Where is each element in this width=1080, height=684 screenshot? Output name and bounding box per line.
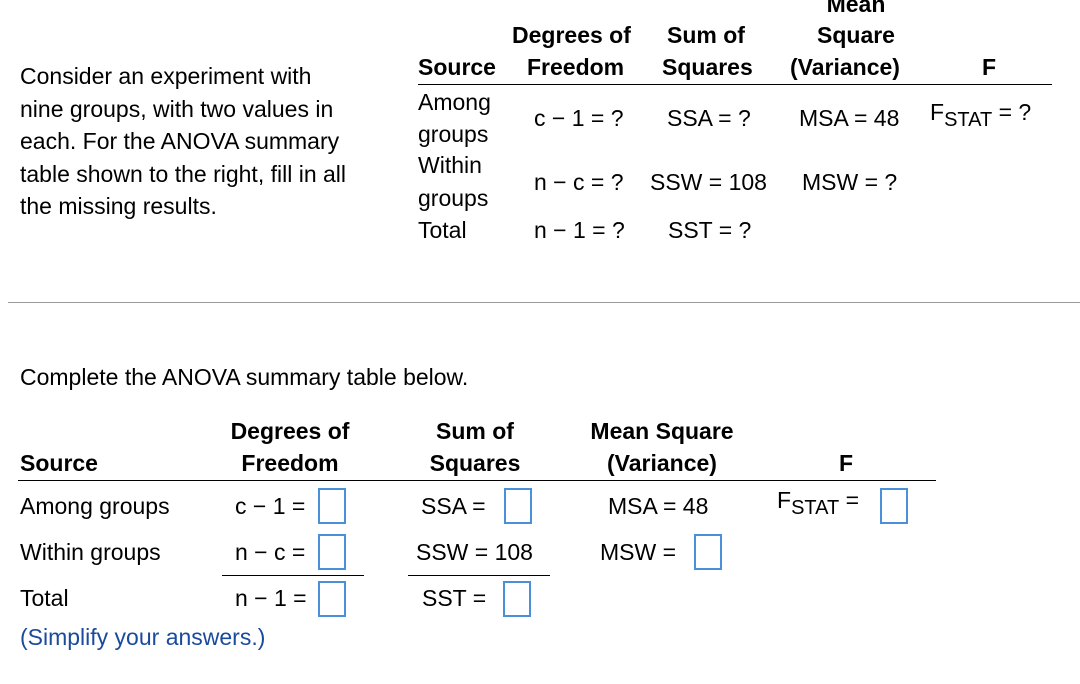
section-divider: [8, 302, 1080, 303]
given-header-ms-line0: Mean: [826, 0, 886, 17]
given-header-df-line2: Freedom: [527, 54, 625, 80]
given-header-source: Source: [418, 54, 496, 80]
answer-header-source: Source: [20, 450, 98, 476]
answer-header-ms-line2: (Variance): [607, 450, 717, 476]
ss-total-rule: [408, 575, 550, 576]
given-header-df-line1: Degrees of: [512, 22, 631, 48]
answer-header-f: F: [838, 450, 854, 476]
f-stat-subscript: STAT: [791, 497, 840, 519]
given-row-among-df: c − 1 = ?: [534, 105, 624, 131]
given-row-within-label-line1: Within: [418, 152, 482, 178]
answer-row-among-ss-label: SSA =: [421, 493, 486, 519]
answer-row-within-ms-label: MSW =: [600, 539, 677, 565]
given-row-within-ms: MSW = ?: [802, 169, 898, 195]
complete-prompt: Complete the ANOVA summary table below.: [20, 364, 469, 390]
f-stat-value: = ?: [992, 99, 1032, 125]
problem-line: Consider an experiment with: [20, 63, 312, 89]
given-header-ms-line1: Square: [817, 22, 895, 48]
ssa-input[interactable]: [504, 488, 532, 524]
problem-line: the missing results.: [20, 193, 217, 219]
among-df-input[interactable]: [318, 488, 346, 524]
answer-row-within-df-label: n − c =: [235, 539, 306, 565]
fstat-input[interactable]: [880, 488, 908, 524]
f-stat-letter: F: [777, 487, 792, 513]
answer-header-ms-line1: Mean Square: [590, 418, 734, 444]
given-row-among-label-line1: Among: [418, 89, 491, 115]
answer-row-among-f-label: FSTAT =: [777, 487, 859, 520]
given-header-ss-line1: Sum of: [667, 22, 745, 48]
given-row-among-f: FSTAT = ?: [930, 99, 1031, 132]
given-row-total-ss: SST = ?: [668, 217, 752, 243]
given-header-ms-line2: (Variance): [790, 54, 900, 80]
sst-input[interactable]: [503, 581, 531, 617]
given-row-among-label-line2: groups: [418, 121, 489, 147]
answer-header-df-line2: Freedom: [241, 450, 339, 476]
problem-line: nine groups, with two values in: [20, 95, 334, 122]
answer-header-ss-line2: Squares: [429, 450, 521, 476]
answer-row-within-ss: SSW = 108: [416, 539, 533, 565]
answer-header-ss-line1: Sum of: [436, 418, 514, 444]
problem-line: table shown to the right, fill in all: [20, 160, 347, 187]
df-total-rule: [222, 575, 364, 576]
given-row-total-label: Total: [418, 217, 467, 243]
given-row-among-ss: SSA = ?: [667, 105, 751, 131]
answer-row-total-label: Total: [20, 585, 69, 611]
given-row-within-label-line2: groups: [418, 185, 489, 211]
answer-header-df-line1: Degrees of: [230, 418, 350, 444]
f-stat-equals: =: [839, 487, 860, 513]
answer-table-header-rule: [18, 480, 936, 481]
problem-statement: Consider an experiment with nine groups,…: [20, 60, 420, 223]
given-table-header-rule: [418, 84, 1052, 85]
answer-row-within-label: Within groups: [20, 539, 161, 565]
answer-row-among-df-label: c − 1 =: [235, 493, 306, 519]
simplify-note: (Simplify your answers.): [20, 624, 266, 650]
f-stat-letter: F: [930, 99, 945, 125]
answer-row-total-ss-label: SST =: [422, 585, 487, 611]
total-df-input[interactable]: [318, 581, 346, 617]
given-row-within-df: n − c = ?: [534, 169, 624, 195]
answer-row-among-ms: MSA = 48: [608, 493, 709, 519]
f-stat-subscript: STAT: [944, 109, 993, 131]
answer-row-total-df-label: n − 1 =: [235, 585, 307, 611]
given-row-total-df: n − 1 = ?: [534, 217, 625, 243]
given-header-ss-line2: Squares: [662, 54, 753, 80]
given-header-f: F: [982, 54, 997, 80]
given-row-within-ss: SSW = 108: [650, 169, 767, 195]
msw-input[interactable]: [694, 534, 722, 570]
given-row-among-ms: MSA = 48: [799, 105, 900, 131]
problem-line: each. For the ANOVA summary: [20, 128, 340, 154]
within-df-input[interactable]: [318, 534, 346, 570]
answer-row-among-label: Among groups: [20, 493, 170, 519]
